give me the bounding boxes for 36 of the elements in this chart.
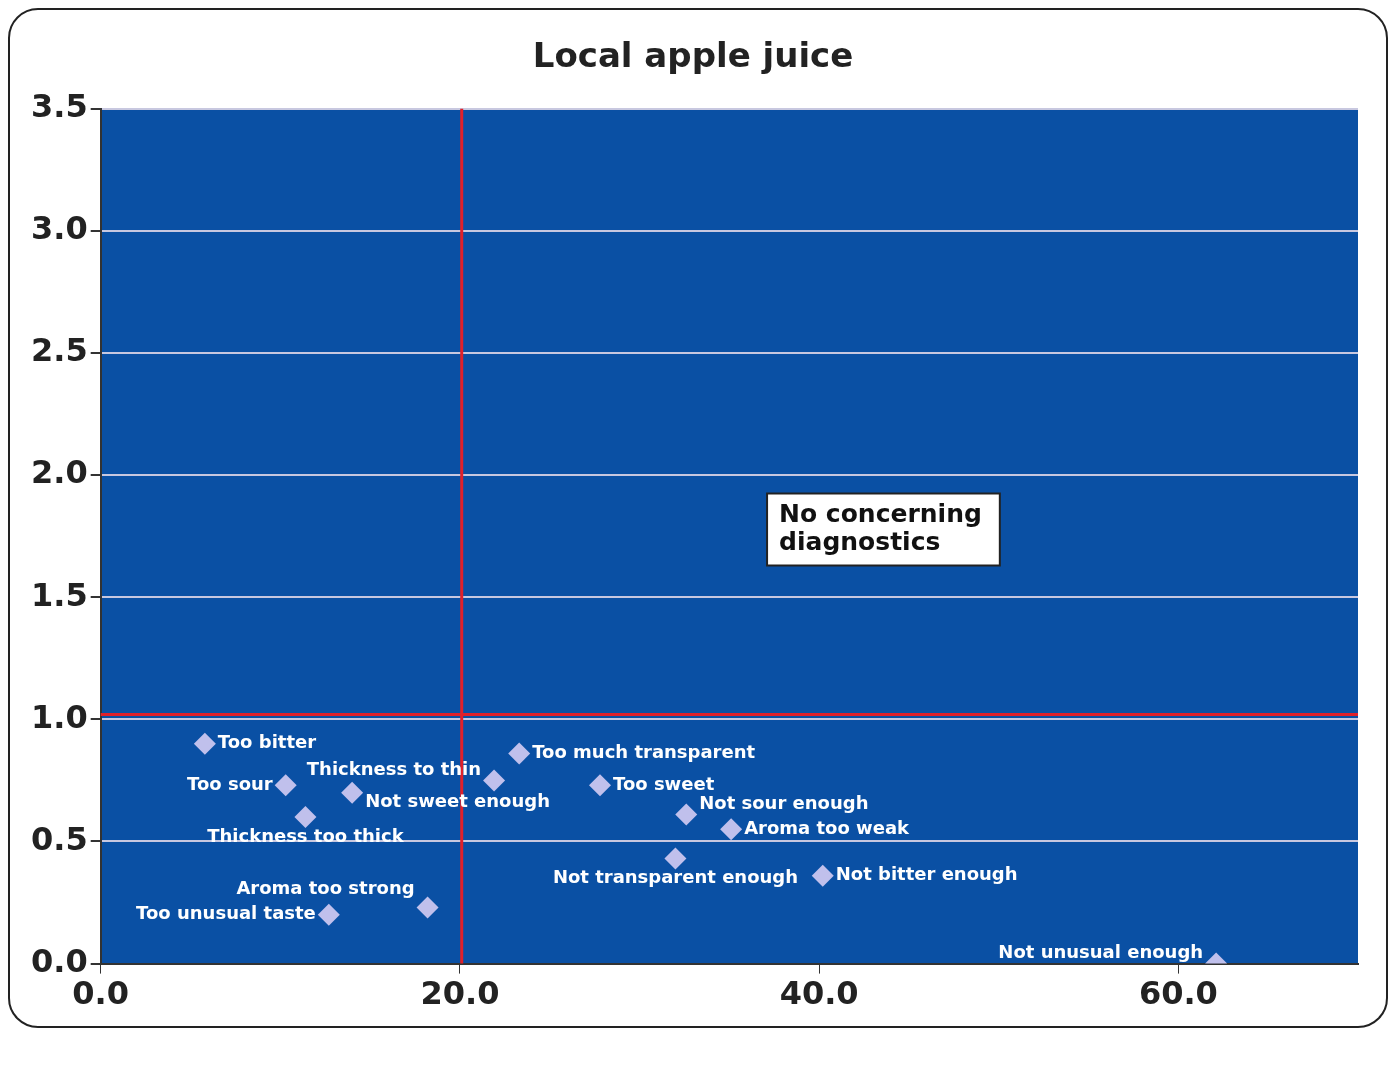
- y-tick-label: 2.5: [31, 331, 88, 370]
- series-label: Too sweet: [613, 772, 715, 794]
- chart-title: Local apple juice: [532, 35, 854, 76]
- point: [508, 742, 531, 765]
- y-tick-label: 1.0: [31, 697, 88, 736]
- point: [193, 732, 216, 755]
- point: [720, 818, 743, 841]
- x-tick-label: 20.0: [420, 974, 500, 1013]
- series-label: Not sour enough: [699, 792, 869, 814]
- series-label: Aroma too strong: [236, 877, 415, 899]
- x-tick-label: 60.0: [1138, 974, 1218, 1013]
- y-tick-label: 3.5: [31, 87, 88, 126]
- series-label: Not unusual enough: [998, 941, 1204, 963]
- y-tick-label: 0.5: [31, 819, 88, 858]
- y-tick-label: 3.0: [31, 209, 88, 248]
- point: [664, 847, 687, 870]
- series-label: Aroma too weak: [744, 816, 911, 838]
- series-label: Too bitter: [217, 731, 317, 753]
- series-label: Too sour: [187, 772, 273, 794]
- point: [341, 781, 364, 804]
- point: [274, 774, 297, 797]
- point: [675, 803, 698, 826]
- point: [294, 806, 317, 829]
- y-tick-label: 1.5: [31, 575, 88, 614]
- annotation: No concerning diagnostics: [779, 499, 982, 557]
- point: [483, 769, 506, 792]
- y-tick-label: 2.0: [31, 453, 88, 492]
- point: [811, 864, 834, 887]
- series-label: Not transparent enough: [552, 866, 799, 888]
- point: [416, 896, 439, 919]
- series-label: Too unusual taste: [136, 902, 316, 924]
- series-label: Not bitter enough: [835, 863, 1018, 885]
- x-tick-label: 40.0: [779, 974, 859, 1013]
- point: [589, 774, 612, 797]
- point: [317, 903, 340, 926]
- series-label: Too much transparent: [532, 741, 756, 763]
